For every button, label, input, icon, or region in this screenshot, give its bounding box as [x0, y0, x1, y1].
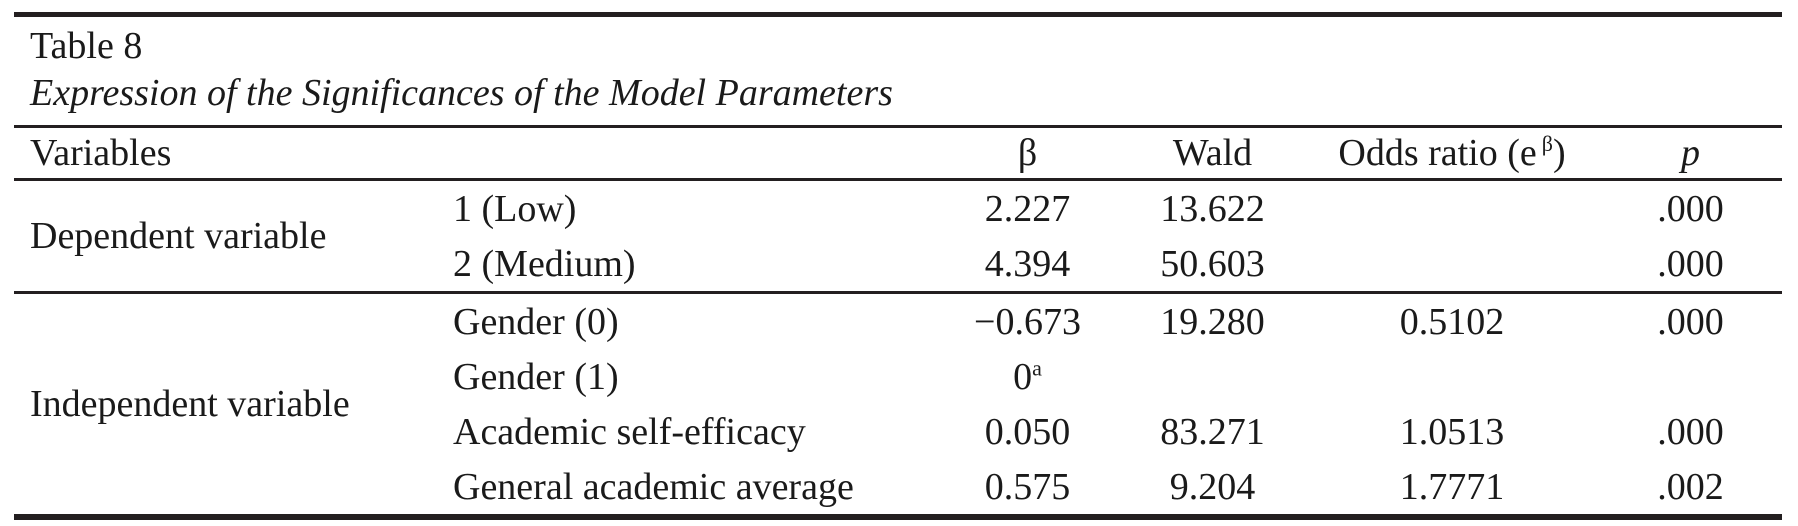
table8-container: Table 8 Expression of the Significances … [14, 12, 1782, 520]
cell-wald [1120, 349, 1305, 404]
table-row: 2 (Medium) 4.394 50.603 .000 [14, 236, 1782, 293]
cell-variable: 1 (Low) [453, 187, 577, 230]
cell-wald: 19.280 [1120, 291, 1306, 349]
cell-wald: 50.603 [1160, 242, 1265, 285]
cell-p [1599, 349, 1782, 404]
table-header: Variables β Wald Odds ratio (e β) p [14, 128, 1782, 181]
col-header-wald: Wald [1120, 128, 1306, 181]
cell-variable: Gender (1) [453, 355, 619, 398]
odds-ratio-beta-superscript: β [1541, 131, 1553, 157]
cell-odds [1305, 349, 1599, 404]
table-title-block: Table 8 Expression of the Significances … [14, 17, 1782, 128]
beta-superscript: a [1032, 354, 1042, 380]
table-row: General academic average 0.575 9.204 1.7771… [14, 459, 1782, 517]
cell-p: .002 [1657, 465, 1724, 508]
cell-odds: 1.0513 [1399, 410, 1505, 453]
table-caption: Expression of the Significances of the M… [30, 72, 893, 114]
statistics-table: Variables β Wald Odds ratio (e β) p Depen… [14, 128, 1782, 520]
header-row: Variables β Wald Odds ratio (e β) p [14, 128, 1782, 181]
cell-beta: 4.394 [984, 242, 1071, 285]
table-row: Independent variable Gender (0) −0.673 19.2… [14, 291, 1782, 517]
cell-p: .000 [1657, 242, 1724, 285]
group-label: Dependent variable [30, 215, 327, 257]
cell-odds: 1.7771 [1399, 465, 1505, 508]
col-header-p: p [1599, 128, 1782, 181]
cell-odds: 0.5102 [1305, 291, 1600, 349]
cell-odds [1305, 236, 1599, 293]
table-number: Table 8 [30, 25, 143, 67]
cell-wald: 13.622 [1160, 187, 1265, 230]
cell-p: .000 [1599, 291, 1782, 349]
table-row: Dependent variable 1 (Low) 2.227 13.622 .000 [14, 180, 1782, 258]
cell-wald: 9.204 [1169, 465, 1256, 508]
table-body: Dependent variable 1 (Low) 2.227 13.622 .000… [14, 180, 1782, 517]
cell-variable: Academic self-efficacy [453, 410, 806, 453]
odds-ratio-suffix: ) [1552, 132, 1566, 174]
cell-variable: 2 (Medium) [453, 242, 636, 285]
cell-p: .000 [1657, 187, 1724, 230]
cell-beta: 0.575 [984, 465, 1071, 508]
cell-variable: General academic average [453, 465, 854, 508]
group-label: Independent variable [14, 291, 439, 517]
cell-variable: Gender (0) [439, 291, 936, 349]
table-row: Gender (1) 0a [14, 349, 1782, 404]
cell-beta: −0.673 [935, 291, 1121, 349]
col-header-variables: Variables [14, 128, 936, 181]
table-row: Academic self-efficacy 0.050 83.271 1.0513.… [14, 404, 1782, 459]
cell-beta: 0a [1013, 354, 1042, 398]
cell-odds [1305, 180, 1599, 237]
col-header-beta: β [935, 128, 1121, 181]
cell-beta: 0.050 [984, 410, 1071, 453]
cell-beta: 2.227 [984, 187, 1071, 230]
col-header-odds-ratio: Odds ratio (e β) [1305, 128, 1600, 181]
odds-ratio-prefix: Odds ratio (e [1338, 132, 1537, 174]
cell-wald: 83.271 [1160, 410, 1265, 453]
cell-p: .000 [1657, 410, 1724, 453]
